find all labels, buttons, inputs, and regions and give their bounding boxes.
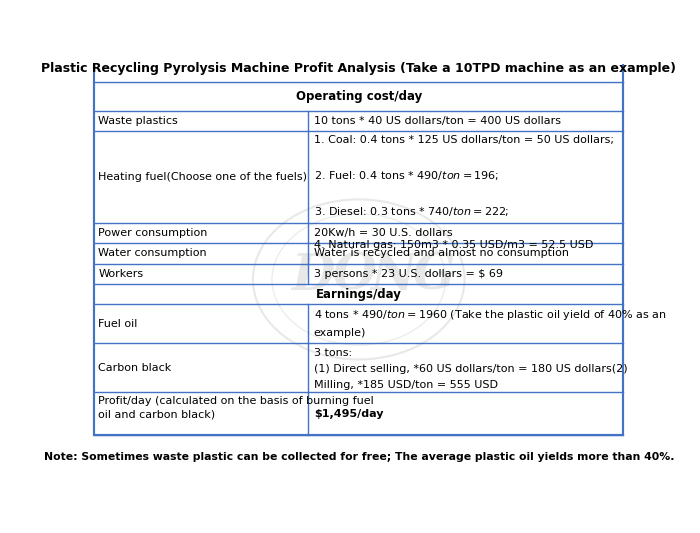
Text: O: O — [332, 252, 376, 301]
Text: Profit/day (calculated on the basis of burning fuel
oil and carbon black): Profit/day (calculated on the basis of b… — [98, 395, 374, 419]
Text: Workers: Workers — [98, 269, 144, 279]
Text: N: N — [370, 252, 416, 301]
Text: 3 persons * 23 U.S. dollars = $ 69: 3 persons * 23 U.S. dollars = $ 69 — [314, 269, 503, 279]
Text: Waste plastics: Waste plastics — [98, 116, 178, 126]
Text: 10 tons * 40 US dollars/ton = 400 US dollars: 10 tons * 40 US dollars/ton = 400 US dol… — [314, 116, 561, 126]
Text: 20Kw/h = 30 U.S. dollars: 20Kw/h = 30 U.S. dollars — [314, 228, 452, 238]
Text: Carbon black: Carbon black — [98, 363, 172, 373]
Text: Earnings/day: Earnings/day — [316, 288, 402, 301]
Text: 1. Coal: 0.4 tons * 125 US dollars/ton = 50 US dollars;

2. Fuel: 0.4 tons * $49: 1. Coal: 0.4 tons * 125 US dollars/ton =… — [314, 135, 614, 250]
Text: Note: Sometimes waste plastic can be collected for free; The average plastic oil: Note: Sometimes waste plastic can be col… — [43, 452, 674, 462]
Text: Operating cost/day: Operating cost/day — [295, 90, 422, 103]
Text: Fuel oil: Fuel oil — [98, 319, 138, 329]
Text: Power consumption: Power consumption — [98, 228, 208, 238]
Text: G: G — [412, 252, 455, 301]
Bar — [95, 54, 622, 83]
Text: Water consumption: Water consumption — [98, 248, 207, 259]
Text: Heating fuel(Choose one of the fuels): Heating fuel(Choose one of the fuels) — [98, 172, 307, 182]
Text: Water is recycled and almost no consumption: Water is recycled and almost no consumpt… — [314, 248, 569, 259]
Text: 4 tons * $490/ton = $1960 (Take the plastic oil yield of 40% as an
example): 4 tons * $490/ton = $1960 (Take the plas… — [314, 309, 666, 338]
Bar — [94, 83, 624, 435]
Text: Plastic Recycling Pyrolysis Machine Profit Analysis (Take a 10TPD machine as an : Plastic Recycling Pyrolysis Machine Prof… — [41, 62, 676, 75]
Text: D: D — [291, 252, 335, 301]
Text: 3 tons:
(1) Direct selling, *60 US dollars/ton = 180 US dollars(2)
Milling, *185: 3 tons: (1) Direct selling, *60 US dolla… — [314, 348, 627, 390]
Text: $1,495/day: $1,495/day — [314, 409, 384, 419]
